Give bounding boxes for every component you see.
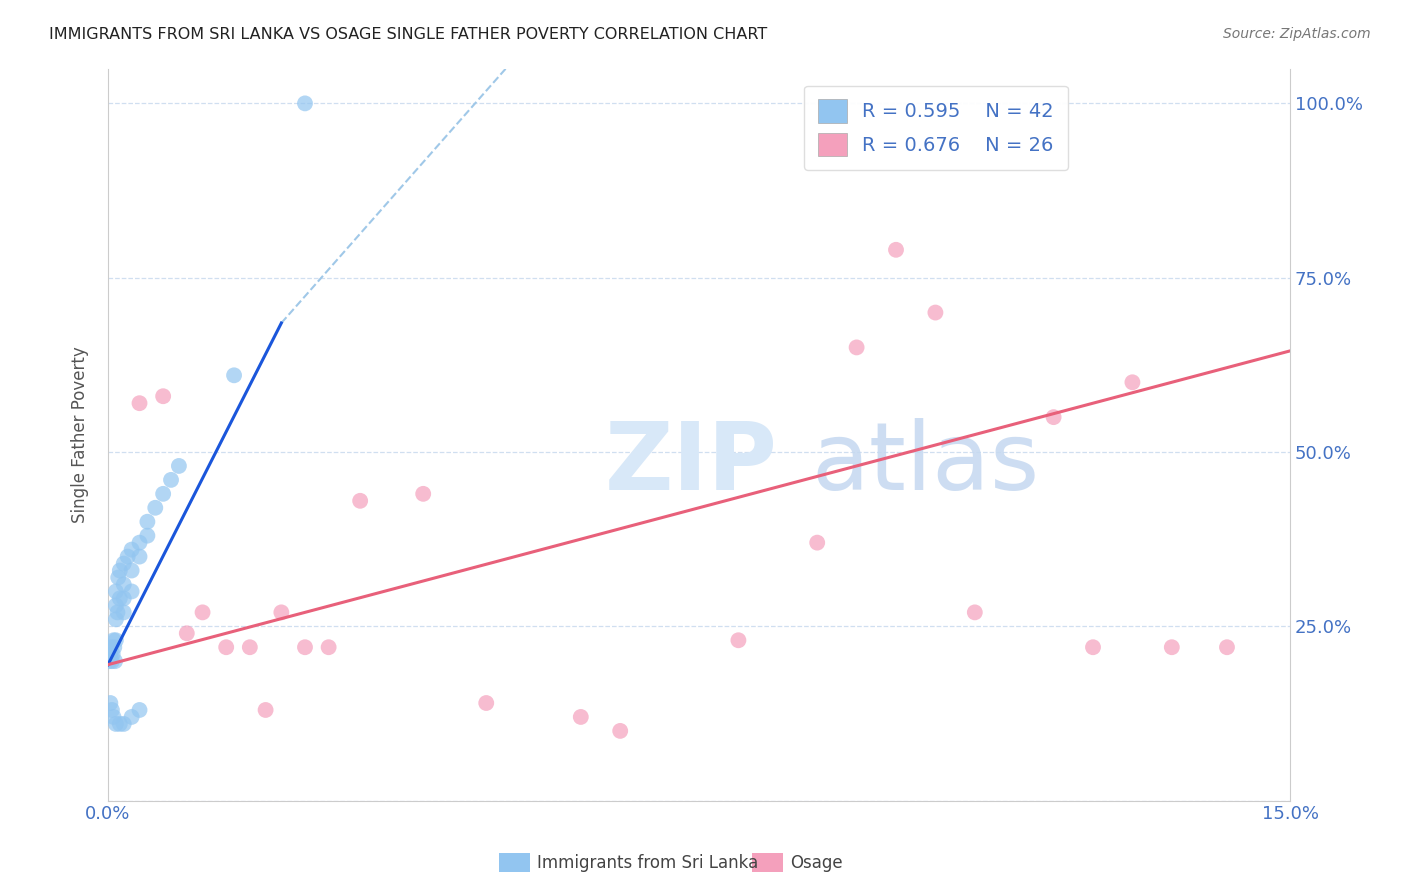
Point (98, 647, 121, 661)
Point (107, 606, 129, 620)
Text: IMMIGRANTS FROM SRI LANKA VS OSAGE SINGLE FATHER POVERTY CORRELATION CHART: IMMIGRANTS FROM SRI LANKA VS OSAGE SINGL… (49, 27, 768, 42)
Point (475, 696, 498, 710)
Point (112, 606, 135, 620)
Point (239, 640, 262, 655)
Point (103, 633, 125, 648)
Point (128, 549, 150, 564)
Point (294, 96, 316, 111)
Point (98, 654, 121, 668)
Point (152, 389, 174, 403)
Point (294, 640, 316, 655)
Point (1160, 640, 1182, 655)
Point (128, 703, 150, 717)
Point (136, 529, 159, 543)
Point (349, 493, 371, 508)
Point (104, 654, 127, 668)
Text: atlas: atlas (811, 417, 1039, 510)
Point (104, 584, 127, 599)
Point (806, 535, 828, 549)
Point (101, 703, 124, 717)
Point (117, 549, 139, 564)
Point (108, 564, 131, 578)
Point (1121, 376, 1143, 390)
Point (143, 500, 166, 515)
Point (270, 606, 292, 620)
Point (128, 396, 150, 410)
Point (412, 487, 434, 501)
Point (104, 599, 127, 613)
Point (100, 640, 122, 655)
Point (103, 710, 125, 724)
Point (112, 557, 135, 571)
Point (963, 606, 986, 620)
Point (215, 640, 238, 655)
Point (727, 633, 749, 648)
Point (176, 626, 198, 640)
Point (1042, 410, 1064, 425)
Legend: R = 0.595    N = 42, R = 0.676    N = 26: R = 0.595 N = 42, R = 0.676 N = 26 (804, 86, 1067, 170)
Point (101, 654, 124, 668)
Point (112, 717, 135, 731)
Text: ZIP: ZIP (605, 417, 778, 510)
Text: Source: ZipAtlas.com: Source: ZipAtlas.com (1223, 27, 1371, 41)
Point (121, 584, 143, 599)
Point (1081, 640, 1104, 655)
Point (107, 570, 129, 584)
Point (121, 710, 143, 724)
Point (167, 458, 190, 473)
Point (104, 633, 127, 648)
Point (884, 243, 907, 257)
Point (569, 710, 592, 724)
Point (101, 647, 124, 661)
Point (609, 723, 631, 738)
Point (108, 717, 131, 731)
Point (103, 640, 125, 655)
Point (318, 640, 340, 655)
Point (136, 515, 159, 529)
Point (924, 305, 946, 319)
Point (160, 473, 183, 487)
Point (104, 717, 127, 731)
Point (112, 577, 135, 591)
Point (191, 606, 214, 620)
Point (128, 535, 150, 549)
Text: Osage: Osage (790, 854, 842, 871)
Text: Immigrants from Sri Lanka: Immigrants from Sri Lanka (537, 854, 758, 871)
Y-axis label: Single Father Poverty: Single Father Poverty (72, 346, 89, 523)
Point (1216, 640, 1239, 655)
Point (121, 542, 143, 557)
Point (112, 591, 135, 606)
Point (845, 340, 868, 354)
Point (98, 696, 121, 710)
Point (108, 591, 131, 606)
Point (152, 487, 174, 501)
Point (222, 368, 245, 383)
Point (121, 564, 143, 578)
Point (254, 703, 277, 717)
Point (104, 612, 127, 626)
